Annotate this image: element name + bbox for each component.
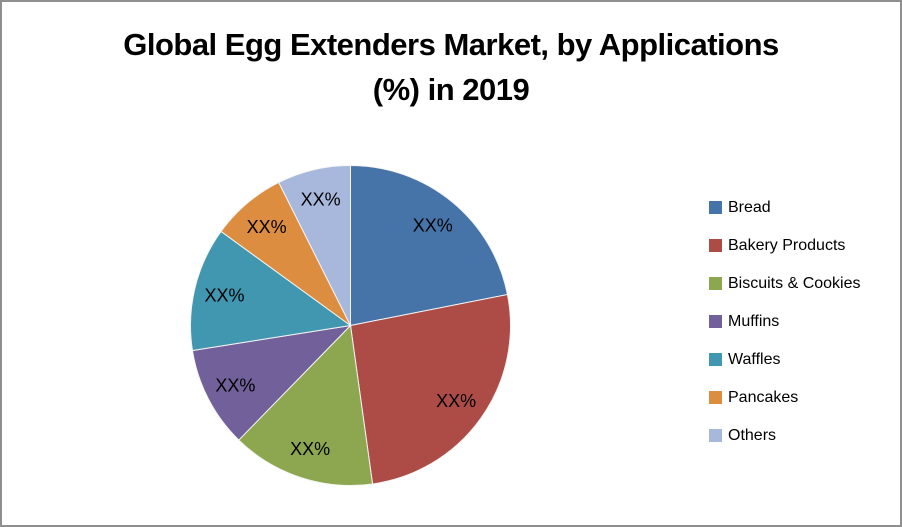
legend-label-bread: Bread	[728, 199, 771, 216]
legend-item-pancakes: Pancakes	[709, 389, 861, 406]
legend-item-others: Others	[709, 427, 861, 444]
legend-swatch-bread	[709, 201, 722, 214]
legend: Bread Bakery Products Biscuits & Cookies Mu…	[709, 199, 861, 444]
legend-swatch-biscuits-cookies	[709, 277, 722, 290]
legend-label-muffins: Muffins	[728, 313, 780, 330]
legend-item-biscuits-cookies: Biscuits & Cookies	[709, 275, 861, 292]
chart-title-line1: Global Egg Extenders Market, by Applicat…	[123, 27, 779, 62]
pie-slice-others	[278, 164, 351, 326]
pie-slice-waffles	[190, 230, 352, 352]
slice-data-label-waffles: XX%	[204, 286, 244, 306]
slice-data-label-biscuits-cookies: XX%	[290, 439, 330, 459]
chart-title-line2: (%) in 2019	[372, 72, 530, 107]
legend-item-waffles: Waffles	[709, 351, 861, 368]
legend-item-muffins: Muffins	[709, 313, 861, 330]
legend-swatch-others	[709, 429, 722, 442]
slice-data-label-muffins: XX%	[215, 375, 255, 395]
legend-label-waffles: Waffles	[728, 351, 781, 368]
slice-data-label-pancakes: XX%	[247, 217, 287, 237]
pie-slice-bread	[350, 164, 509, 327]
legend-label-biscuits-cookies: Biscuits & Cookies	[728, 275, 861, 292]
slice-data-label-others: XX%	[301, 190, 341, 210]
legend-item-bread: Bread	[709, 199, 861, 216]
pie-slice-muffins	[191, 324, 352, 441]
legend-swatch-waffles	[709, 353, 722, 366]
legend-swatch-bakery-products	[709, 239, 722, 252]
pie-slice-biscuits-cookies	[238, 324, 374, 486]
chart-title: Global Egg Extenders Market, by Applicat…	[2, 22, 900, 112]
pie-slice-bakery-products	[349, 293, 511, 485]
legend-swatch-muffins	[709, 315, 722, 328]
legend-swatch-pancakes	[709, 391, 722, 404]
slice-data-label-bakery-products: XX%	[436, 391, 476, 411]
slice-data-label-bread: XX%	[413, 216, 453, 236]
legend-item-bakery-products: Bakery Products	[709, 237, 861, 254]
legend-label-others: Others	[728, 427, 777, 444]
legend-label-bakery-products: Bakery Products	[728, 237, 846, 254]
legend-label-pancakes: Pancakes	[728, 389, 799, 406]
